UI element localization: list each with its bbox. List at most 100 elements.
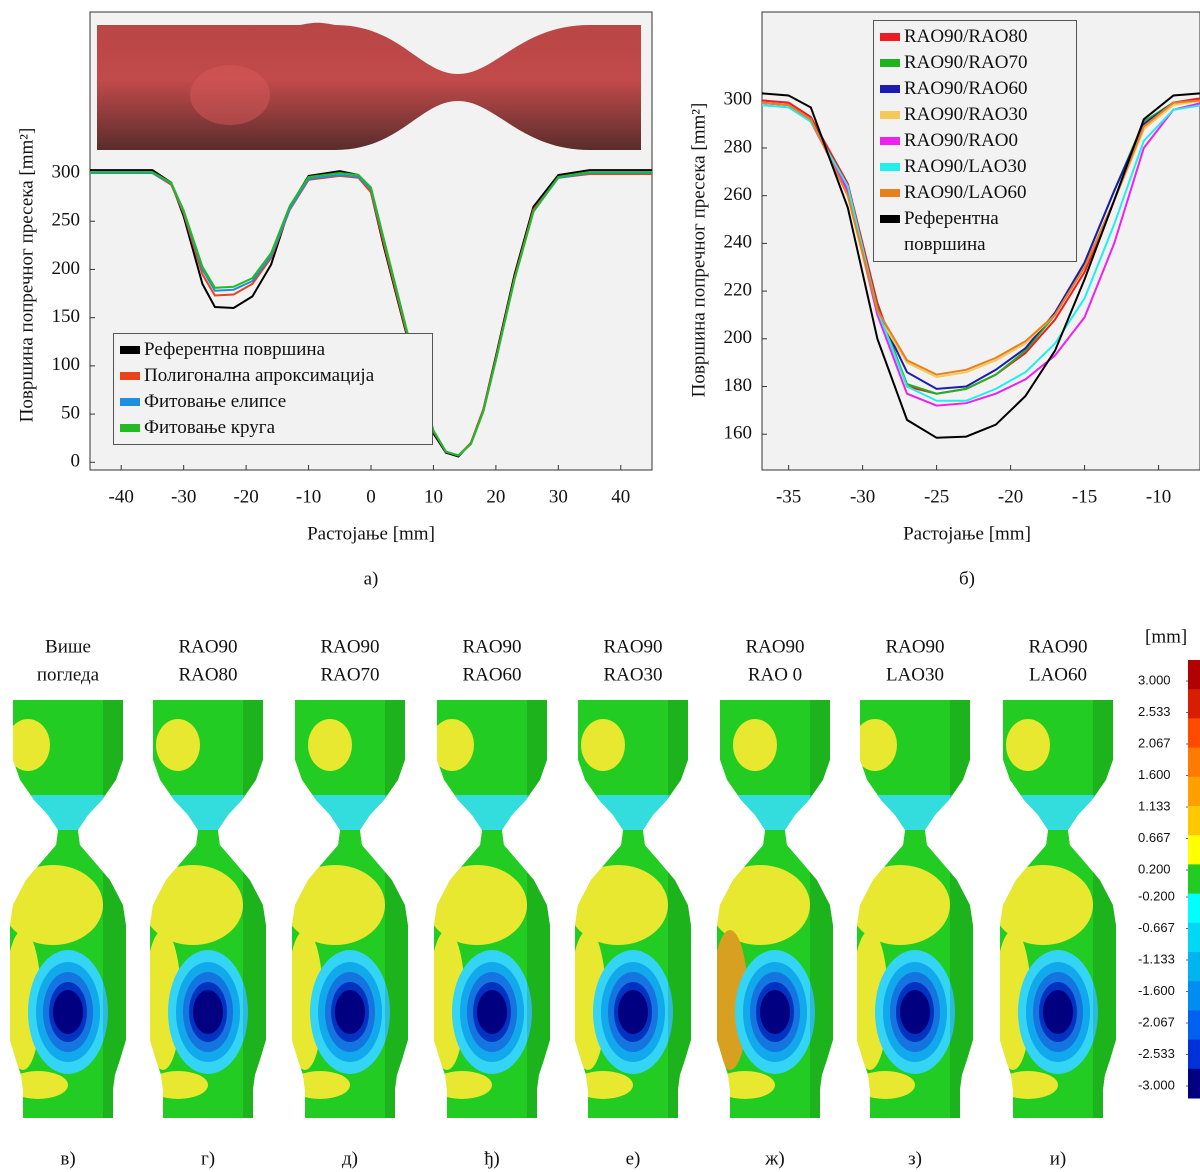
colorbar-tick-label: -0.667 <box>1138 920 1175 935</box>
x-tick-label: -30 <box>171 486 196 507</box>
legend-label: Референтна површина <box>904 206 1070 258</box>
x-tick-label: 10 <box>424 486 443 507</box>
y-tick-label: 260 <box>724 184 753 205</box>
vessel-waist <box>432 795 552 830</box>
vessel-patch <box>1006 719 1050 771</box>
vessel-patch <box>853 719 897 771</box>
vessel-patch <box>715 1071 775 1099</box>
legend-entry: Референтна површина <box>880 206 1070 258</box>
vessel <box>850 690 980 1130</box>
view-title: RAO90 <box>885 636 944 657</box>
legend-entry: Полигонална апроксимација <box>120 363 426 389</box>
legend-swatch <box>120 346 140 354</box>
colorbar-band <box>1188 1010 1200 1040</box>
colorbar-tick-label: 0.667 <box>1138 830 1171 845</box>
vessel-patch <box>998 1071 1058 1099</box>
legend-label: Полигонална апроксимација <box>144 363 374 389</box>
view-caption: ж) <box>764 1148 784 1169</box>
legend-swatch <box>880 85 900 93</box>
legend-entry: Референтна површина <box>120 337 426 363</box>
vessel-blob <box>760 990 790 1034</box>
colorbar-band <box>1188 806 1200 836</box>
x-tick-label: 40 <box>611 486 630 507</box>
legend-swatch <box>120 372 140 380</box>
colorbar-tick-label: -1.133 <box>1138 951 1175 966</box>
x-axis-label: Растојање [mm] <box>903 523 1031 544</box>
vessel-patch <box>8 1071 68 1099</box>
vessel <box>993 690 1123 1130</box>
y-tick-label: 240 <box>724 232 753 253</box>
view-title: RAO90 <box>320 636 379 657</box>
colorbar-unit: [mm] <box>1145 626 1187 647</box>
view-caption: в) <box>60 1148 75 1169</box>
legend-swatch <box>880 111 900 119</box>
chart-caption: а) <box>364 568 379 589</box>
view-caption: ђ) <box>484 1148 500 1169</box>
y-axis-label: Површина попречног пресека [mm²] <box>16 128 37 423</box>
vessel-waist <box>290 795 410 830</box>
view-title: RAO80 <box>178 664 237 685</box>
view-title: RAO90 <box>462 636 521 657</box>
view-title: RAO90 <box>178 636 237 657</box>
colorbar-tick-label: -2.067 <box>1138 1014 1175 1029</box>
y-axis-label: Површина попречног пресека [mm²] <box>688 103 709 398</box>
vessel-shade <box>243 690 273 1130</box>
x-tick-label: -20 <box>998 486 1023 507</box>
legend-entry: RAO90/LAO60 <box>880 180 1070 206</box>
view-title: Више <box>45 636 91 657</box>
legend-entry: RAO90/RAO80 <box>880 24 1070 50</box>
vessel <box>285 690 415 1130</box>
x-tick-label: 0 <box>366 486 376 507</box>
view-caption: д) <box>342 1148 358 1169</box>
colorbar-band <box>1188 660 1200 690</box>
x-tick-label: 30 <box>549 486 568 507</box>
view-title: LAO60 <box>1029 664 1087 685</box>
vessel-blob <box>900 990 930 1034</box>
colorbar-tick-label: -0.200 <box>1138 888 1175 903</box>
y-tick-label: 300 <box>52 161 81 182</box>
legend: Референтна површинаПолигонална апроксима… <box>113 333 433 445</box>
legend-label: RAO90/RAO0 <box>904 128 1018 154</box>
y-tick-label: 250 <box>52 210 81 231</box>
colorbar-band <box>1188 894 1200 924</box>
colorbar-tick-label: -3.000 <box>1138 1077 1175 1092</box>
legend-label: RAO90/LAO60 <box>904 180 1026 206</box>
vessel-blob <box>53 990 83 1034</box>
legend-entry: RAO90/LAO30 <box>880 154 1070 180</box>
y-tick-label: 300 <box>724 89 753 110</box>
legend-swatch <box>880 189 900 197</box>
legend-label: RAO90/LAO30 <box>904 154 1026 180</box>
vessel-patch <box>432 1071 492 1099</box>
view-title: RAO60 <box>462 664 521 685</box>
vessel-blob <box>618 990 648 1034</box>
colorbar-tick-label: 2.067 <box>1138 735 1171 750</box>
view-caption: и) <box>1050 1148 1067 1169</box>
colorbar-tick-label: -2.533 <box>1138 1046 1175 1061</box>
colorbar-band <box>1188 777 1200 807</box>
colorbar-tick-label: 1.600 <box>1138 767 1171 782</box>
vessel-shade <box>103 690 133 1130</box>
colorbar-band <box>1188 835 1200 865</box>
legend-swatch <box>880 137 900 145</box>
vessel-shade <box>810 690 840 1130</box>
vessel-blob <box>1043 990 1073 1034</box>
legend-swatch <box>120 398 140 406</box>
legend-label: Фитовање елипсе <box>144 389 286 415</box>
vessel-patch <box>6 719 50 771</box>
vessel-patch <box>581 719 625 771</box>
legend-label: RAO90/RAO60 <box>904 76 1028 102</box>
view-title: погледа <box>37 664 100 685</box>
y-tick-label: 100 <box>52 354 81 375</box>
x-tick-label: 20 <box>486 486 505 507</box>
colorbar-band <box>1188 981 1200 1011</box>
view-title: LAO30 <box>886 664 944 685</box>
vessel-patch <box>573 1071 633 1099</box>
vessel-blob <box>193 990 223 1034</box>
colorbar-tick-label: 3.000 <box>1138 672 1171 687</box>
figure: 050100150200250300-40-30-20-10010203040Р… <box>0 0 1200 1172</box>
vessel-highlight <box>190 65 270 125</box>
vessel-render <box>97 23 641 150</box>
legend-swatch <box>880 163 900 171</box>
